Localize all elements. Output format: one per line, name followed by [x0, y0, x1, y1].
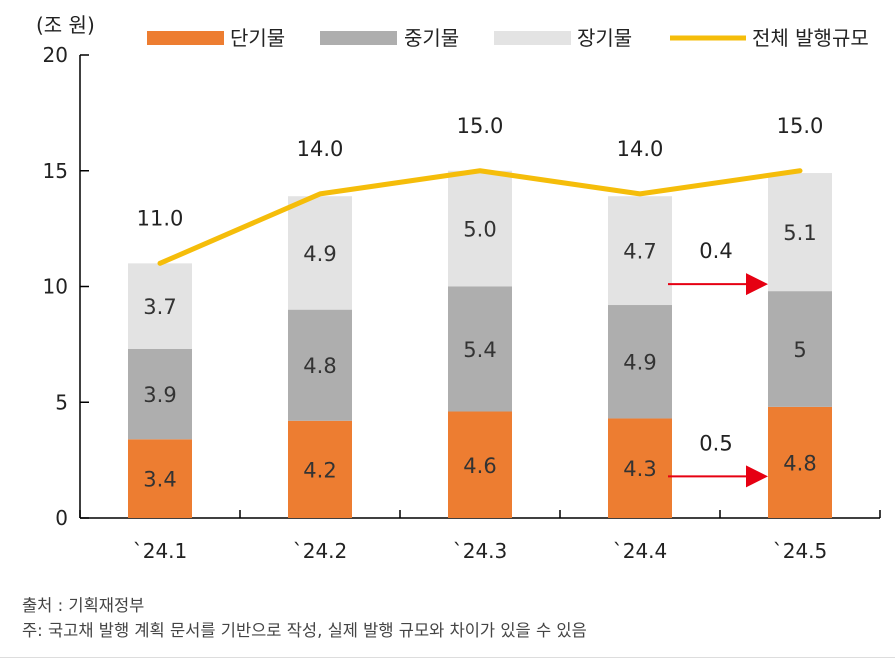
footnotes: 출처 : 기획재정부 주: 국고채 발행 계획 문서를 기반으로 작성, 실제 … [22, 593, 587, 643]
data-labels: 3.4 3.9 3.7 4.2 4.8 4.9 4.6 5.4 5.0 4.3 4.9 4.7 4.8 5… [137, 114, 824, 492]
y-axis-unit-label: (조 원) [36, 13, 95, 37]
change-annotation-label: 0.4 [699, 239, 732, 263]
bar-segment [288, 309, 352, 421]
bar-value-label: 5 [793, 338, 806, 362]
bar-value-label: 4.8 [783, 451, 816, 475]
annotations: 0.4 0.5 [668, 239, 768, 488]
change-arrow-head [746, 273, 768, 296]
x-tick-label: `24.5 [773, 539, 828, 563]
bar-value-label: 3.4 [143, 468, 176, 492]
bar-value-label: 4.7 [623, 240, 656, 264]
source-note: 출처 : 기획재정부 [22, 596, 145, 615]
change-arrow-head [746, 465, 768, 488]
x-tick-label: `24.1 [133, 539, 188, 563]
bar-segment [128, 349, 192, 440]
x-tick-label: `24.4 [613, 539, 668, 563]
footnote: 주: 국고채 발행 계획 문서를 기반으로 작성, 실제 발행 규모와 차이가 … [22, 621, 587, 640]
bar-segment [448, 286, 512, 412]
y-tick-label: 15 [43, 159, 68, 183]
bar-value-label: 5.4 [463, 338, 496, 362]
bar-value-label: 4.9 [303, 242, 336, 266]
y-tick-label: 0 [55, 506, 68, 530]
bottom-divider [0, 657, 895, 658]
total-value-label: 15.0 [777, 114, 824, 138]
bar-segment [608, 305, 672, 419]
bars [128, 170, 832, 518]
bar-value-label: 4.9 [623, 351, 656, 375]
legend-swatch-mid-term [320, 31, 397, 45]
bar-segment [608, 196, 672, 306]
bar-segment [608, 418, 672, 518]
x-tick-label: `24.2 [293, 539, 348, 563]
bar-value-label: 4.2 [303, 458, 336, 482]
bar-segment [448, 170, 512, 287]
legend-label-short-term: 단기물 [230, 26, 285, 50]
y-tick-label: 5 [55, 390, 68, 414]
total-value-label: 14.0 [617, 137, 664, 161]
x-tick-label: `24.3 [453, 539, 508, 563]
bar-value-label: 3.7 [143, 295, 176, 319]
bar-segment [768, 291, 832, 407]
total-value-label: 15.0 [457, 114, 504, 138]
bar-value-label: 3.9 [143, 383, 176, 407]
total-value-label: 14.0 [297, 137, 344, 161]
legend-swatch-short-term [147, 31, 224, 45]
bar-value-label: 5.1 [783, 221, 816, 245]
bar-value-label: 4.3 [623, 457, 656, 481]
change-annotation-label: 0.5 [699, 431, 732, 455]
bar-segment [288, 196, 352, 310]
bar-segment [128, 263, 192, 350]
bar-value-label: 4.8 [303, 354, 336, 378]
bar-segment [768, 173, 832, 292]
y-tick-label: 20 [43, 43, 68, 67]
bar-segment [448, 411, 512, 518]
bar-value-label: 4.6 [463, 454, 496, 478]
legend-label-mid-term: 중기물 [404, 26, 459, 50]
chart: (조 원) 단기물 중기물 장기물 전체 발행규모 0 5 10 15 20 `24.1 `… [36, 13, 881, 563]
axes: 0 5 10 15 20 `24.1 `24.2 `24.3 `24.4 `24.5 [43, 43, 881, 563]
total-issuance-line [157, 168, 803, 266]
legend-label-long-term: 장기물 [577, 26, 632, 50]
y-tick-label: 10 [43, 275, 68, 299]
bar-segment [768, 406, 832, 518]
bar-segment [128, 439, 192, 518]
total-value-label: 11.0 [137, 206, 184, 230]
total-line-layer [157, 168, 803, 266]
legend: 단기물 중기물 장기물 전체 발행규모 [147, 26, 869, 50]
bar-value-label: 5.0 [463, 218, 496, 242]
legend-swatch-long-term [494, 31, 571, 45]
legend-label-total: 전체 발행규모 [752, 26, 869, 50]
bar-segment [288, 420, 352, 518]
